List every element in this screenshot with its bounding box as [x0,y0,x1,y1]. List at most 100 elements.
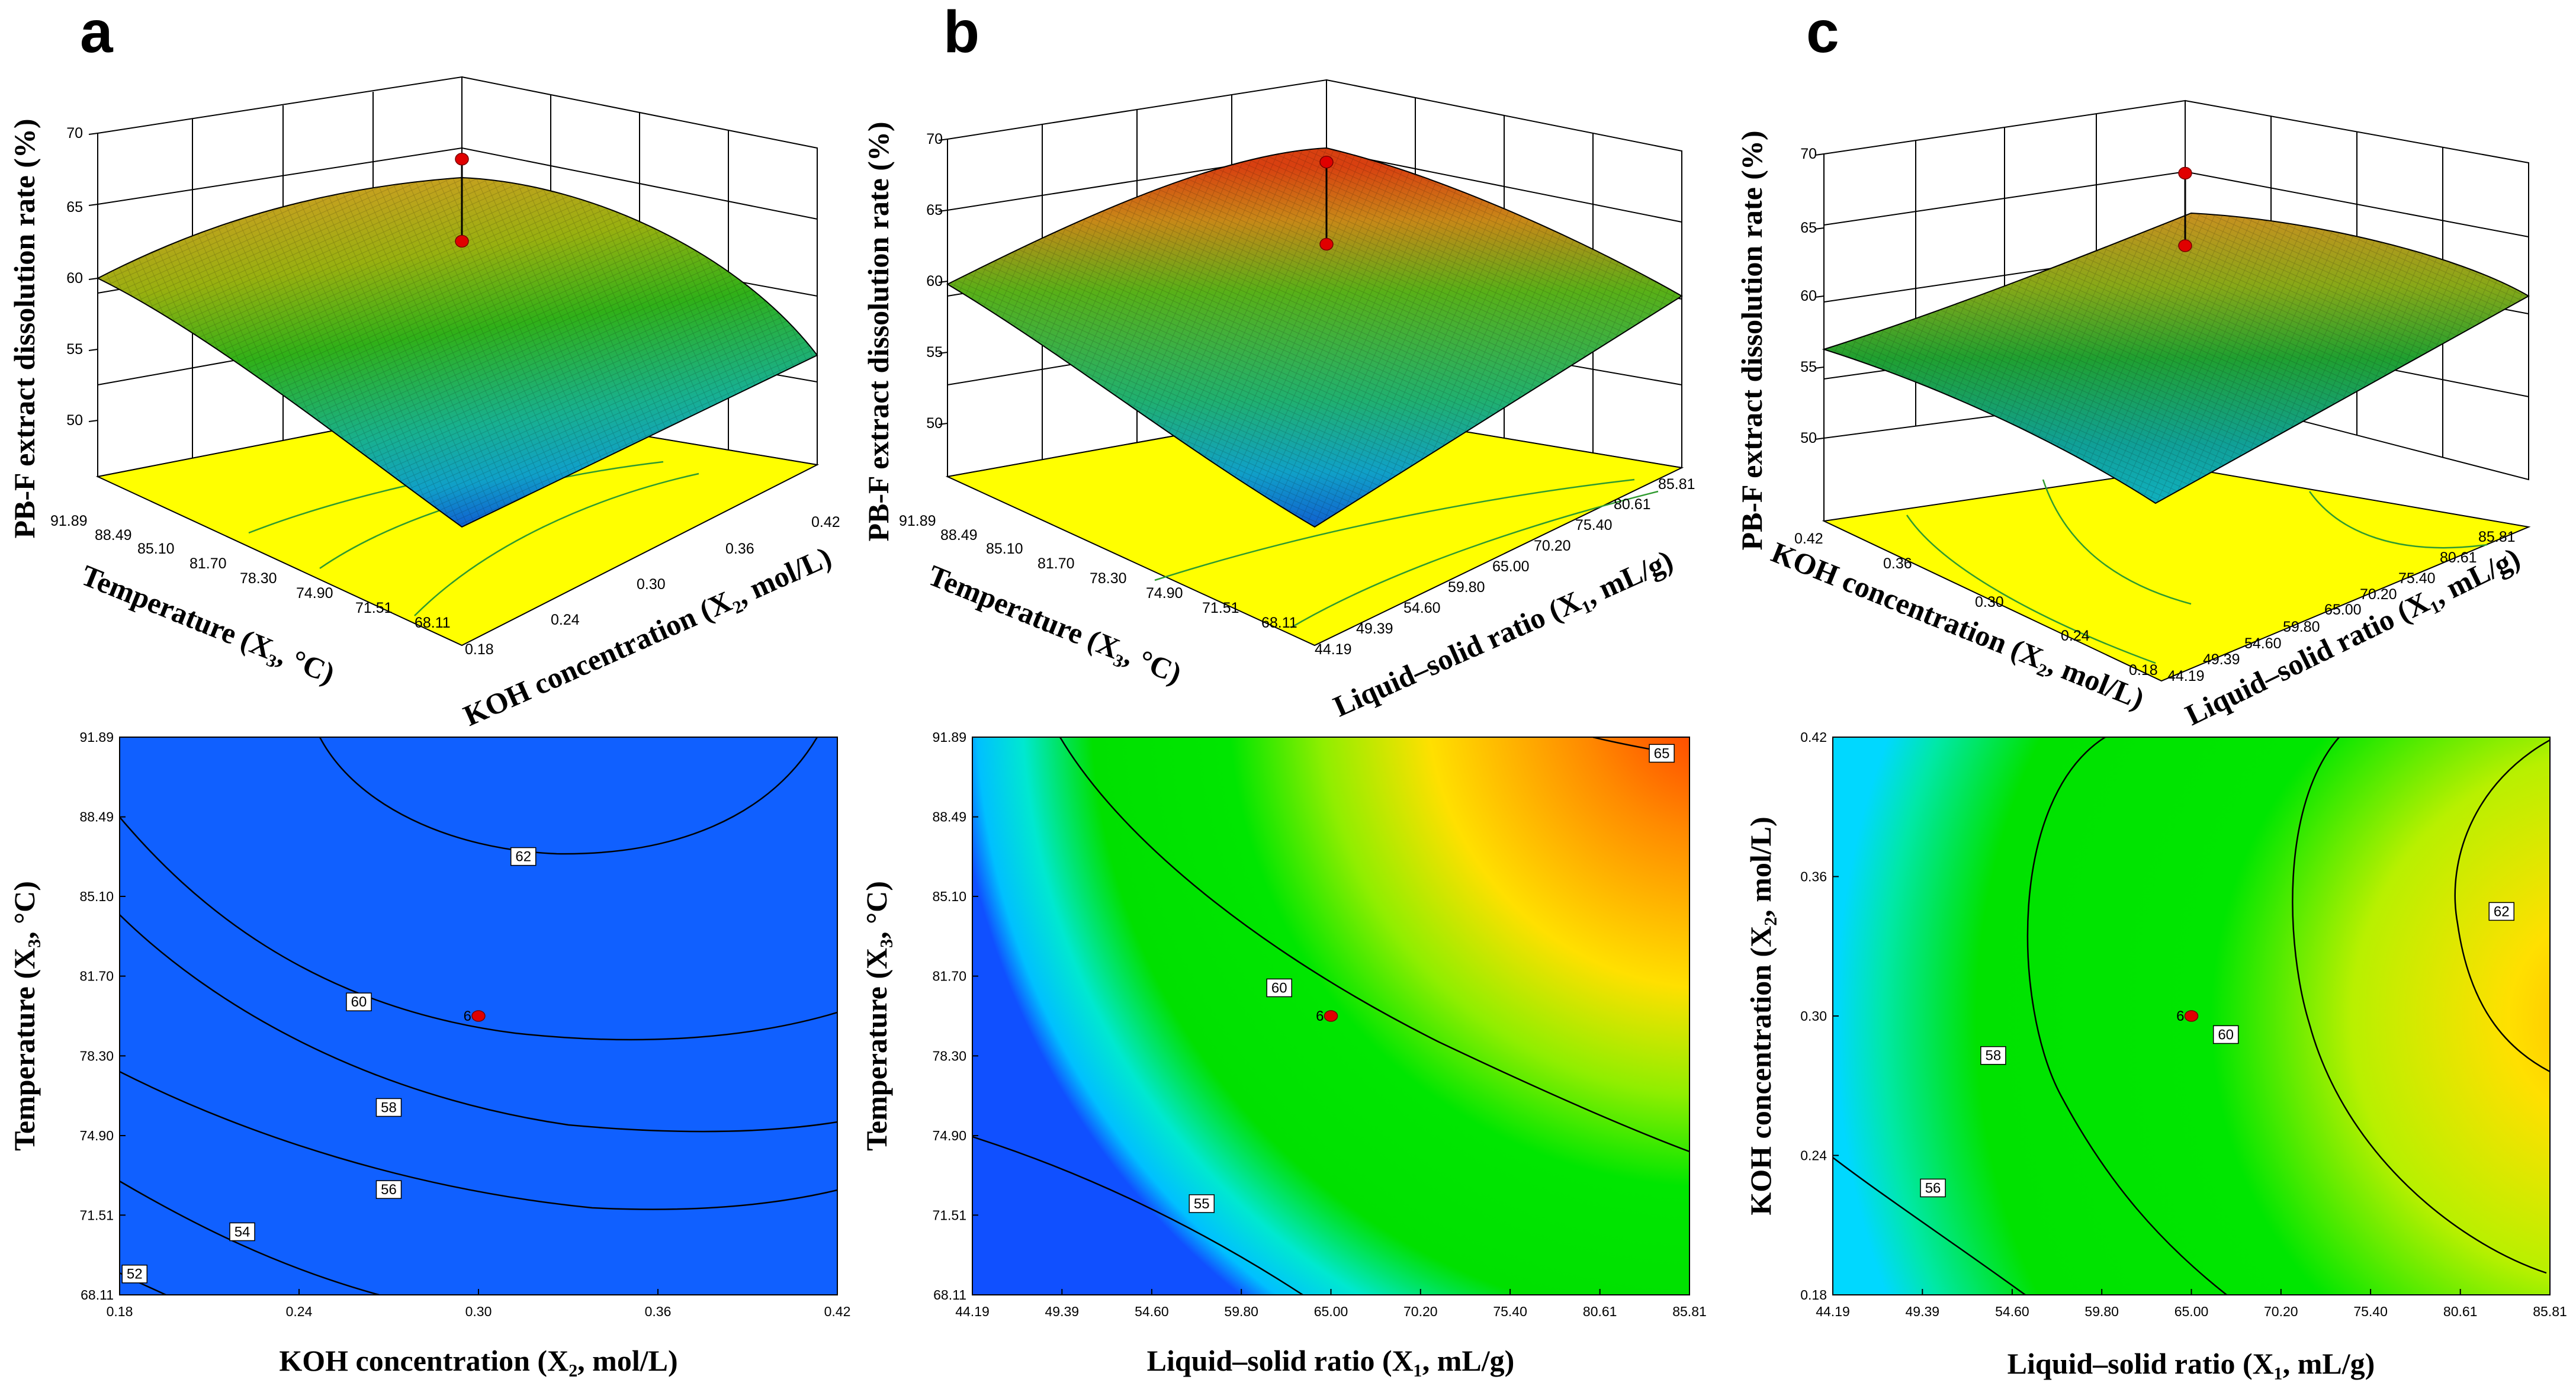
contour-frame-c [1832,737,2551,1295]
contour-line-b-60 [1059,737,1690,1153]
contour-xlabel-c: Liquid–solid ratio (X₁, mL/g) [2008,1347,2375,1380]
contour-line-a-60 [120,816,837,1041]
contour-ytick-a-6: 88.49 [79,809,114,825]
contour-frame-b [972,737,1690,1295]
contour-ytick-b-7: 91.89 [932,729,966,745]
contour-xtick-c-4: 65.00 [2174,1304,2209,1319]
contour-ytick-b-0: 68.11 [933,1287,966,1303]
contour-xtick-c-0: 44.19 [1816,1304,1850,1319]
contour-xtick-b-0: 44.19 [955,1304,990,1319]
stem-bottom-point-c [2178,239,2192,252]
xtick-b-3: 59.80 [1448,579,1485,596]
contour-ytick-c-3: 0.36 [1800,869,1827,885]
contour-label-box-a-1 [229,1222,255,1242]
contour-label-b-2: 65 [1654,745,1670,761]
contour-label-box-b-0 [1189,1194,1215,1213]
stem-bottom-point-b [1319,237,1334,251]
ytick-a-4: 78.30 [240,570,277,587]
ztick-c-3: 65 [1800,220,1817,236]
contour-label-box-a-2 [375,1180,402,1199]
contour-line-a-54 [120,1180,380,1295]
ytick-b-6: 71.51 [1202,600,1239,616]
contour-xtick-b-7: 80.61 [1583,1304,1617,1319]
contour-ylabel-a: Temperature (X₃, °C) [8,881,41,1151]
contour-xtick-c-1: 49.39 [1906,1304,1940,1319]
ztick-b-2: 60 [926,273,943,290]
zaxis-ticks-c [1814,153,1825,521]
contour-label-box-c-1 [1980,1046,2006,1065]
contour-label-box-a-5 [510,847,537,866]
contour-ylabel-b: Temperature (X₃, °C) [860,881,893,1151]
contour-xtick-b-5: 70.20 [1403,1304,1438,1319]
contour-line-c-58 [2026,737,2227,1295]
surface-zlabel-a: PB-F extract dissolution rate (%) [8,118,41,538]
contour-label-c-1: 58 [1986,1048,2002,1064]
xtick-c-3: 59.80 [2283,619,2320,635]
ztick-c-1: 55 [1800,359,1817,375]
contour-xlabel-a: KOH concentration (X₂, mol/L) [279,1344,677,1377]
contour-ytick-b-1: 71.51 [932,1207,966,1223]
contour-ytick-c-4: 0.42 [1800,729,1827,745]
ytick-b-0: 91.89 [899,513,936,529]
contour-xlabel-b: Liquid–solid ratio (X₁, mL/g) [1147,1344,1515,1377]
contour-xtick-c-3: 59.80 [2084,1304,2119,1319]
stem-top-point-b [1319,156,1334,169]
xtick-a-2: 0.30 [637,576,666,593]
contour-plot-a: 0.18 0.24 0.30 0.36 0.42 68.11 71.51 74.90 78.30… [8,729,850,1377]
contour-ytick-c-1: 0.24 [1800,1148,1827,1163]
contour-label-box-c-0 [1920,1178,1946,1198]
ztick-a-0: 50 [66,412,83,429]
xtick-b-5: 70.20 [1534,538,1571,554]
design-point-a [471,1010,486,1022]
ytick-a-3: 81.70 [189,555,227,572]
contour-line-a-58 [120,914,837,1133]
ztick-c-2: 60 [1800,288,1817,304]
ztick-a-2: 60 [66,270,83,287]
ytick-c-4: 0.18 [2129,662,2158,679]
contour-label-a-2: 56 [381,1182,397,1198]
contour-label-c-2: 60 [2218,1027,2234,1043]
contour-xtick-a-4: 0.42 [824,1304,851,1319]
contour-label-box-c-3 [2488,902,2514,921]
xtick-b-4: 65.00 [1492,558,1530,575]
ytick-a-1: 88.49 [95,527,132,544]
ytick-b-1: 88.49 [940,527,978,544]
ztick-b-4: 70 [926,131,943,147]
contour-label-c-3: 62 [2494,904,2510,919]
xtick-c-6: 75.40 [2398,570,2436,587]
panel-letter-a: a [80,0,114,65]
ytick-a-0: 91.89 [50,513,88,529]
contour-line-a-56 [120,1070,837,1210]
contour-label-box-a-4 [346,992,372,1011]
contour-label-box-a-3 [375,1098,402,1117]
contour-ytick-b-2: 74.90 [932,1128,966,1143]
contour-ytick-b-6: 88.49 [932,809,966,825]
ztick-a-1: 55 [66,341,83,358]
xtick-b-1: 49.39 [1356,620,1393,637]
contour-plot-c: 44.19 49.39 54.60 59.80 65.00 70.20 75.40 80.61… [1744,729,2567,1380]
contour-xtick-b-6: 75.40 [1493,1304,1527,1319]
contour-ylabel-c: KOH concentration (X₂, mol/L) [1744,816,1777,1215]
left-axis-ticks-b: 91.89 88.49 85.10 81.70 78.30 74.90 71.5… [899,513,1297,631]
xtick-b-8: 85.81 [1658,476,1695,493]
contour-label-a-1: 54 [235,1224,250,1240]
ytick-a-2: 85.10 [137,541,175,557]
contour-label-box-a-0 [121,1264,147,1284]
contour-xtick-a-1: 0.24 [286,1304,313,1319]
xtick-b-0: 44.19 [1315,641,1352,658]
xtick-a-4: 0.42 [811,514,840,530]
ytick-c-3: 0.24 [2061,628,2090,644]
contour-ytick-a-7: 91.89 [79,729,114,745]
ytick-c-0: 0.42 [1794,530,1823,547]
stem-bottom-point-a [455,234,469,248]
ytick-c-2: 0.30 [1975,594,2004,610]
ytick-a-5: 74.90 [296,585,333,602]
xtick-a-3: 0.36 [725,541,754,557]
panel-letter-b: b [943,0,979,65]
stem-top-point-a [455,153,469,166]
contour-ytick-b-3: 78.30 [932,1048,966,1063]
contour-label-b-0: 55 [1194,1196,1210,1212]
surface-plot-b: 50 55 60 65 70 91.89 88.49 85.10 81.70 7… [862,79,1695,723]
ztick-b-1: 55 [926,344,943,361]
contour-frame-a [119,737,838,1295]
